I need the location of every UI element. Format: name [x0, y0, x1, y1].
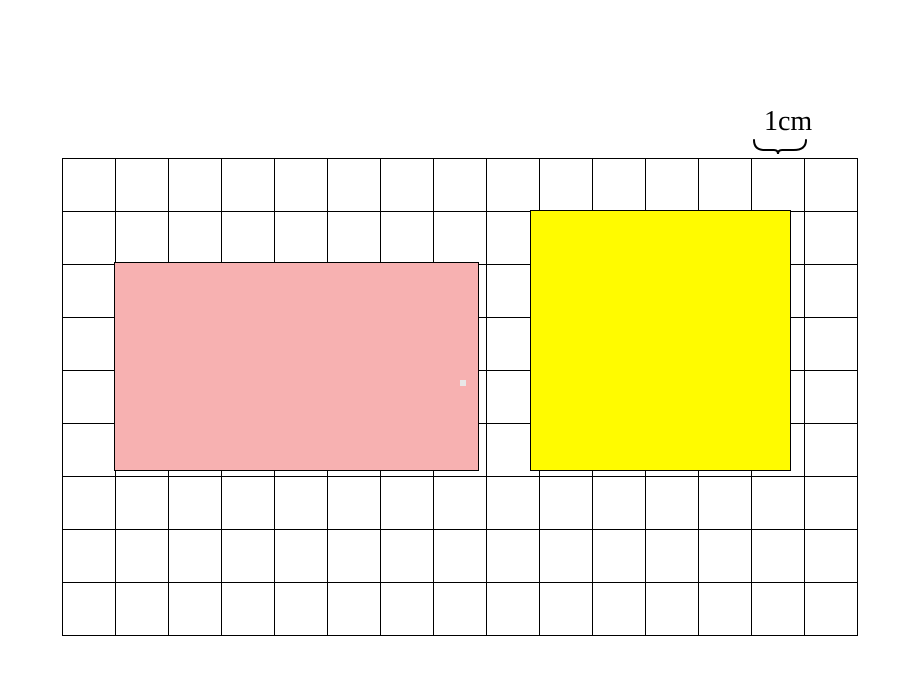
grid-cell: [63, 265, 116, 318]
grid-cell: [540, 477, 593, 530]
grid-cell: [487, 159, 540, 212]
grid-cell: [63, 159, 116, 212]
grid-cell: [222, 212, 275, 265]
yellow-square: [530, 210, 791, 471]
grid-cell: [752, 530, 805, 583]
grid-cell: [805, 583, 858, 636]
grid-cell: [63, 530, 116, 583]
grid-cell: [540, 159, 593, 212]
grid-cell: [381, 159, 434, 212]
grid-cell: [275, 159, 328, 212]
grid-cell: [169, 159, 222, 212]
grid-cell: [222, 159, 275, 212]
grid-cell: [63, 371, 116, 424]
grid-cell: [593, 583, 646, 636]
grid-cell: [646, 159, 699, 212]
grid-cell: [646, 530, 699, 583]
grid-cell: [593, 530, 646, 583]
grid-cell: [434, 530, 487, 583]
grid-cell: [116, 212, 169, 265]
grid-cell: [805, 318, 858, 371]
grid-cell: [222, 530, 275, 583]
grid-cell: [328, 159, 381, 212]
grid-cell: [169, 583, 222, 636]
grid-cell: [381, 583, 434, 636]
grid-cell: [328, 212, 381, 265]
grid-cell: [169, 530, 222, 583]
grid-cell: [805, 530, 858, 583]
grid-cell: [540, 530, 593, 583]
scale-bracket: [752, 138, 808, 156]
grid-cell: [169, 212, 222, 265]
grid-cell: [116, 583, 169, 636]
grid-cell: [328, 583, 381, 636]
grid-cell: [752, 159, 805, 212]
grid-cell: [169, 477, 222, 530]
grid-cell: [805, 371, 858, 424]
grid-cell: [63, 477, 116, 530]
grid-cell: [752, 477, 805, 530]
pink-rectangle: [114, 262, 479, 471]
grid-cell: [116, 159, 169, 212]
grid-cell: [699, 530, 752, 583]
grid-cell: [275, 583, 328, 636]
grid-cell: [646, 583, 699, 636]
grid-cell: [63, 424, 116, 477]
grid-cell: [63, 212, 116, 265]
grid-cell: [434, 159, 487, 212]
grid-cell: [699, 159, 752, 212]
scale-label: 1cm: [764, 106, 812, 138]
grid-cell: [593, 477, 646, 530]
grid-cell: [381, 530, 434, 583]
grid-cell: [434, 477, 487, 530]
grid-cell: [487, 583, 540, 636]
grid-cell: [328, 530, 381, 583]
grid-cell: [275, 530, 328, 583]
grid-cell: [434, 212, 487, 265]
ghost-mark: [460, 380, 466, 386]
grid-cell: [275, 212, 328, 265]
grid-cell: [752, 583, 805, 636]
grid-cell: [699, 583, 752, 636]
grid-cell: [805, 424, 858, 477]
grid-cell: [275, 477, 328, 530]
grid-cell: [381, 212, 434, 265]
grid-cell: [222, 477, 275, 530]
grid-cell: [487, 530, 540, 583]
grid-cell: [434, 583, 487, 636]
grid-cell: [63, 583, 116, 636]
grid-cell: [116, 477, 169, 530]
grid-cell: [805, 265, 858, 318]
grid-cell: [487, 477, 540, 530]
grid-cell: [646, 477, 699, 530]
grid-cell: [805, 212, 858, 265]
grid-cell: [116, 530, 169, 583]
grid-cell: [63, 318, 116, 371]
grid-cell: [593, 159, 646, 212]
grid-cell: [381, 477, 434, 530]
diagram-canvas: 1cm: [0, 0, 920, 690]
grid-cell: [540, 583, 593, 636]
grid-cell: [699, 477, 752, 530]
grid-cell: [805, 477, 858, 530]
grid-cell: [328, 477, 381, 530]
grid-cell: [805, 159, 858, 212]
grid-cell: [222, 583, 275, 636]
